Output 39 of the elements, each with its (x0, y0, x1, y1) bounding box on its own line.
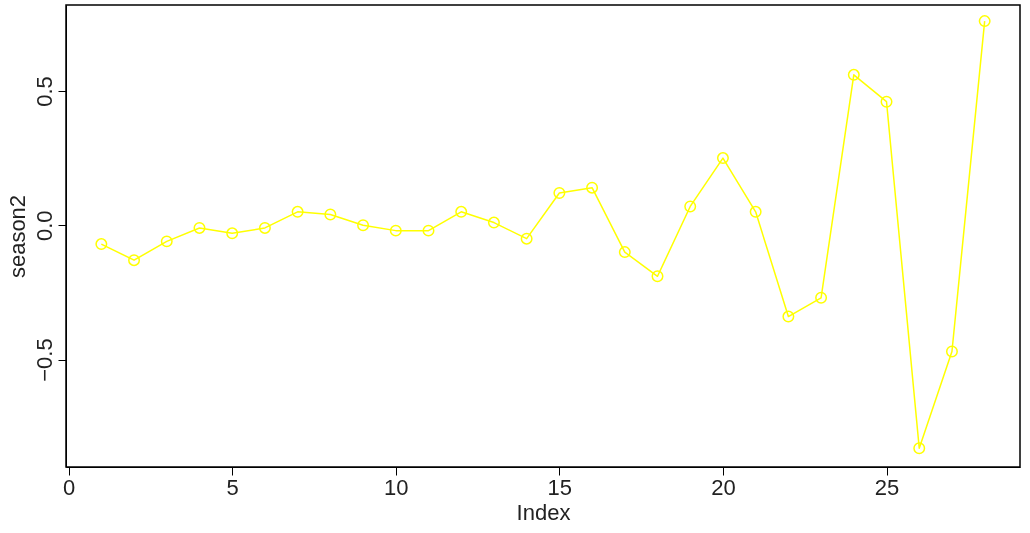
x-tick-label: 20 (711, 474, 736, 500)
x-tick-label: 0 (62, 474, 76, 500)
point (913, 442, 926, 455)
point (782, 310, 795, 323)
point (160, 235, 173, 248)
point (520, 232, 533, 245)
point (226, 227, 239, 240)
point (945, 345, 958, 358)
point (978, 15, 991, 28)
point (357, 219, 370, 232)
point (389, 224, 402, 237)
point (455, 205, 468, 218)
y-tick-label: −0.5 (31, 338, 57, 382)
point (487, 216, 500, 229)
y-axis-title: season2 (4, 194, 30, 279)
point (618, 246, 631, 259)
y-tick-label: 0.0 (31, 210, 57, 242)
x-axis-title: Index (516, 499, 571, 525)
point (880, 95, 893, 108)
point (193, 221, 206, 234)
x-tick-label: 10 (384, 474, 409, 500)
point (716, 152, 729, 165)
point (258, 221, 271, 234)
point (651, 270, 664, 283)
x-tick-label: 5 (226, 474, 239, 500)
point (324, 208, 337, 221)
point (95, 238, 108, 251)
point (553, 187, 566, 200)
point (291, 205, 304, 218)
y-tick-label: 0.5 (31, 76, 57, 107)
point (422, 224, 435, 237)
x-tick-label: 25 (874, 474, 900, 500)
point (847, 68, 860, 81)
point (586, 181, 599, 194)
point (815, 291, 828, 304)
x-tick-label: 15 (547, 474, 573, 500)
point (749, 205, 762, 218)
point (684, 200, 697, 213)
point (128, 254, 141, 267)
